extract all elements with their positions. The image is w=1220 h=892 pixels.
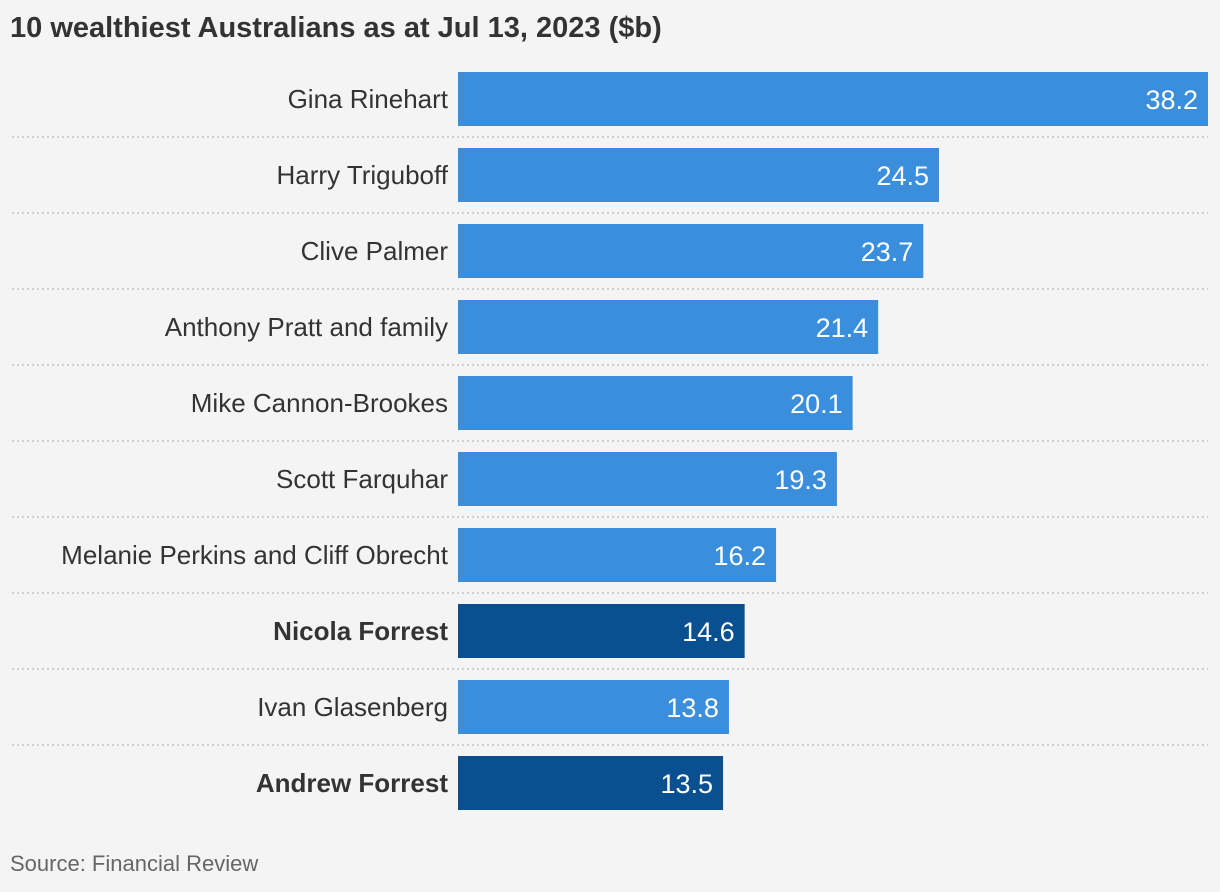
category-label: Clive Palmer (301, 236, 449, 266)
bar (458, 376, 853, 430)
category-label: Nicola Forrest (273, 616, 448, 646)
value-label: 13.5 (660, 769, 713, 799)
value-label: 38.2 (1145, 85, 1198, 115)
category-label: Andrew Forrest (256, 768, 448, 798)
category-label: Mike Cannon-Brookes (191, 388, 448, 418)
value-label: 20.1 (790, 389, 843, 419)
value-label: 23.7 (861, 237, 914, 267)
category-label: Ivan Glasenberg (257, 692, 448, 722)
bar (458, 452, 837, 506)
bar (458, 148, 940, 202)
source-note: Source: Financial Review (10, 851, 259, 876)
bar (458, 528, 777, 582)
category-label: Scott Farquhar (276, 464, 448, 494)
value-label: 14.6 (682, 617, 735, 647)
chart-title: 10 wealthiest Australians as at Jul 13, … (10, 12, 662, 44)
bar (458, 300, 879, 354)
bar (458, 72, 1208, 126)
category-label: Anthony Pratt and family (165, 312, 448, 342)
value-label: 13.8 (666, 693, 719, 723)
value-label: 16.2 (714, 541, 767, 571)
category-label: Gina Rinehart (288, 84, 449, 114)
category-label: Harry Triguboff (277, 160, 449, 190)
bar (458, 680, 729, 734)
bar (458, 224, 924, 278)
value-label: 19.3 (774, 465, 827, 495)
category-label: Melanie Perkins and Cliff Obrecht (61, 540, 449, 570)
bar (458, 604, 745, 658)
value-label: 21.4 (816, 313, 869, 343)
value-label: 24.5 (876, 161, 929, 191)
bar (458, 756, 724, 810)
